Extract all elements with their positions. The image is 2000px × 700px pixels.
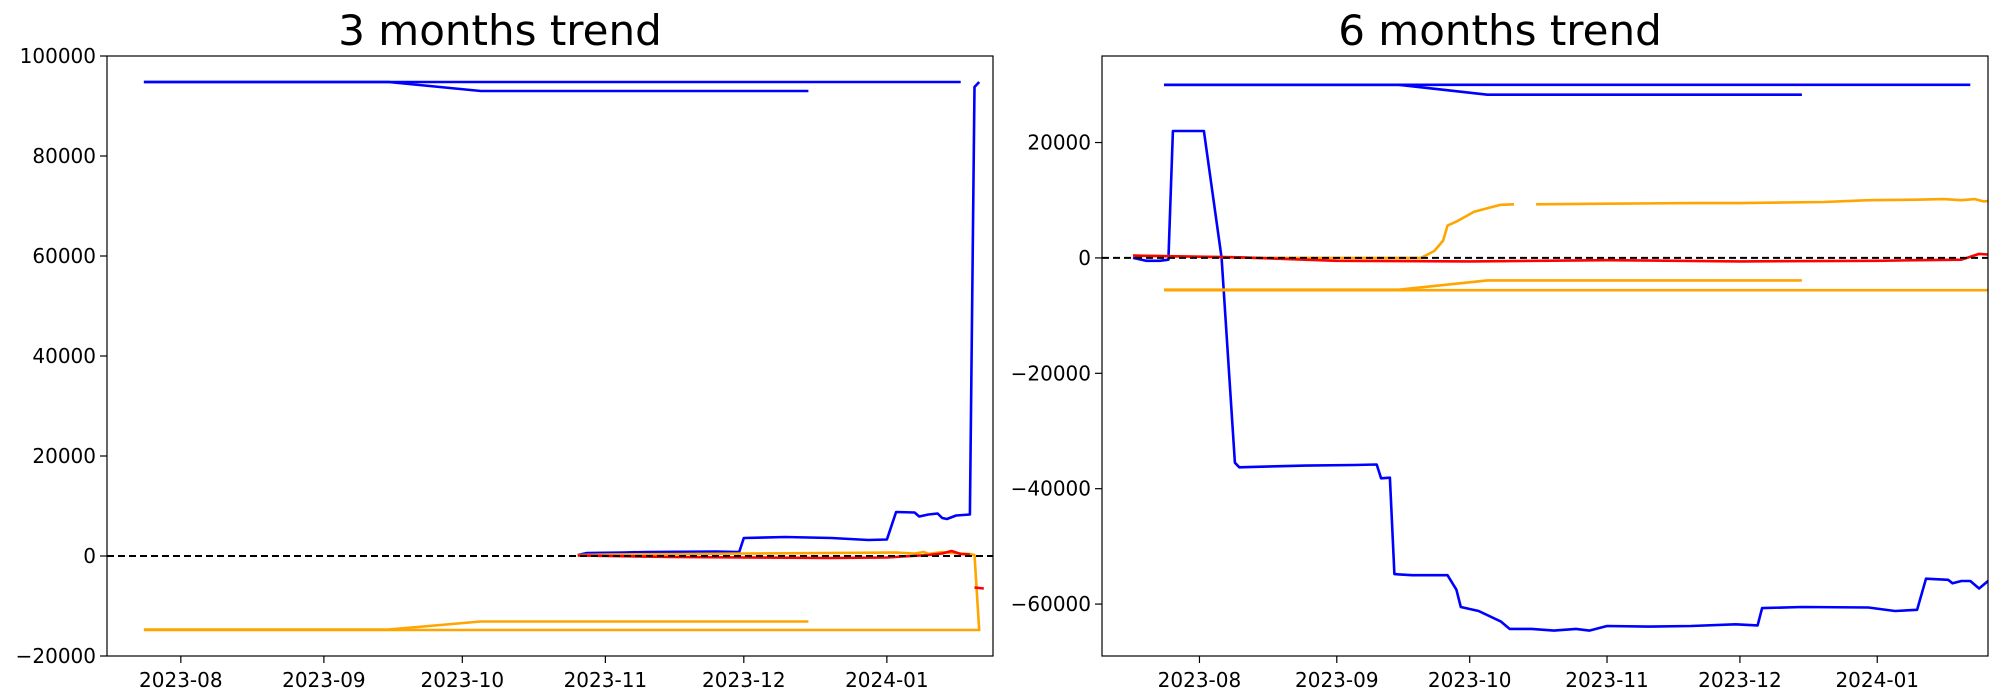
series-line-5 — [577, 549, 970, 560]
series-line-6 — [1132, 252, 1988, 263]
x-tick-label: 2023-09 — [1295, 668, 1379, 692]
x-tick-label: 2023-10 — [421, 668, 505, 692]
x-tick-label: 2023-11 — [1565, 668, 1649, 692]
series-line-0 — [1164, 83, 1802, 96]
x-tick-label: 2024-01 — [1835, 668, 1919, 692]
y-tick-label: 0 — [83, 544, 96, 568]
x-tick-label: 2023-08 — [1158, 668, 1242, 692]
y-tick-label: 0 — [1078, 246, 1091, 270]
x-tick-label: 2023-11 — [564, 668, 648, 692]
chart-panel-3-months: 3 months trend 2023-08 2023-09 2023-10 2023… — [16, 6, 994, 692]
series-line-3 — [143, 620, 809, 631]
axes-frame — [106, 55, 994, 657]
series-line-6 — [974, 586, 984, 590]
y-tick-label: 60000 — [32, 244, 96, 268]
x-tick-label: 2023-12 — [702, 668, 786, 692]
plot-area — [1102, 83, 1988, 632]
series-line-2 — [1132, 129, 1988, 632]
x-tick-label: 2023-09 — [282, 668, 366, 692]
series-line-4 — [1164, 197, 1988, 292]
chart-title: 3 months trend — [338, 6, 662, 55]
y-tick-label: 20000 — [32, 444, 96, 468]
x-tick-label: 2023-08 — [139, 668, 223, 692]
chart-panel-6-months: 6 months trend 2023-08 2023-09 2023-10 2023… — [1000, 0, 2000, 700]
series-line-3 — [1164, 279, 1802, 292]
x-tick-label: 2024-01 — [845, 668, 929, 692]
y-tick-label: 100000 — [20, 44, 96, 68]
y-tick-label: 80000 — [32, 144, 96, 168]
axes-frame — [1101, 55, 1989, 657]
x-tick-label: 2023-10 — [1428, 668, 1512, 692]
y-tick-label: 40000 — [32, 344, 96, 368]
y-tick-label: −40000 — [1011, 477, 1091, 501]
chart-title: 6 months trend — [1338, 6, 1662, 55]
chart-6-months: 2023-08 2023-09 2023-10 2023-11 2023-12 2024-… — [1011, 55, 1989, 692]
series-line-0 — [143, 80, 809, 93]
y-tick-label: −20000 — [1011, 361, 1091, 385]
x-tick-label: 2023-12 — [1698, 668, 1782, 692]
series-line-5 — [1132, 203, 1515, 260]
y-tick-label: −60000 — [1011, 592, 1091, 616]
plot-area — [107, 80, 993, 632]
series-line-4 — [143, 550, 981, 632]
y-tick-label: 20000 — [1027, 131, 1091, 155]
chart-3-months: 2023-08 2023-09 2023-10 2023-11 2023-12 2024-… — [16, 44, 994, 692]
series-line-2 — [577, 81, 981, 557]
y-tick-label: −20000 — [16, 644, 96, 668]
